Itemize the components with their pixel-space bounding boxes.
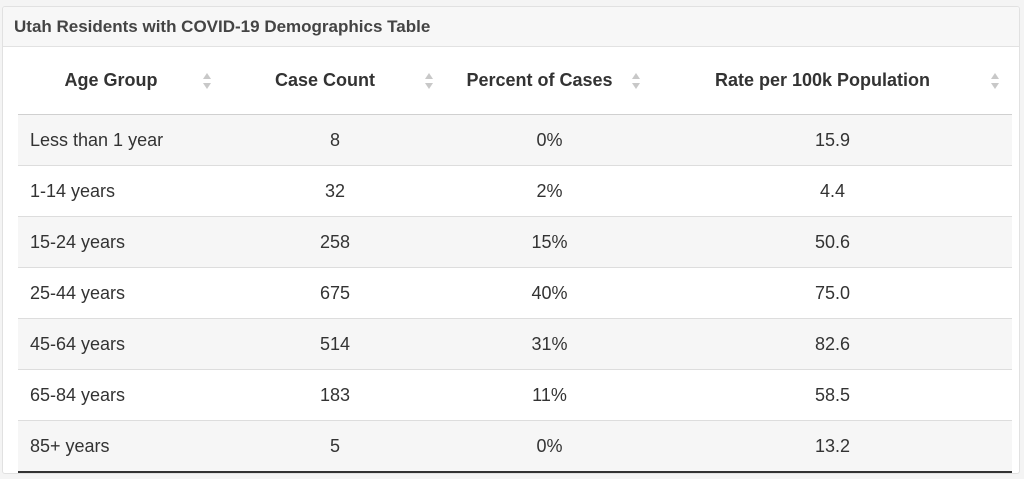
- cell-percent-of-cases: 0%: [446, 420, 653, 473]
- header-row: Age Group Case Count Percent of Cases Ra…: [18, 47, 1012, 115]
- cell-age-group: Less than 1 year: [18, 114, 224, 166]
- cell-rate-per-100k: 4.4: [653, 165, 1012, 217]
- table-row: 65-84 years 183 11% 58.5: [18, 369, 1012, 421]
- column-header-case-count[interactable]: Case Count: [224, 47, 446, 115]
- table-row: 25-44 years 675 40% 75.0: [18, 267, 1012, 319]
- cell-case-count: 514: [224, 318, 446, 370]
- column-header-rate-per-100k[interactable]: Rate per 100k Population: [653, 47, 1012, 115]
- column-header-age-group[interactable]: Age Group: [18, 47, 224, 115]
- cell-percent-of-cases: 0%: [446, 114, 653, 166]
- cell-age-group: 85+ years: [18, 420, 224, 473]
- demographics-panel: Utah Residents with COVID-19 Demographic…: [2, 6, 1020, 474]
- cell-rate-per-100k: 58.5: [653, 369, 1012, 421]
- cell-percent-of-cases: 40%: [446, 267, 653, 319]
- cell-rate-per-100k: 15.9: [653, 114, 1012, 166]
- table-row: Less than 1 year 8 0% 15.9: [18, 114, 1012, 166]
- cell-case-count: 32: [224, 165, 446, 217]
- panel-title: Utah Residents with COVID-19 Demographic…: [3, 7, 1019, 47]
- table-row: 85+ years 5 0% 13.2: [18, 420, 1012, 473]
- cell-case-count: 675: [224, 267, 446, 319]
- cell-case-count: 258: [224, 216, 446, 268]
- column-header-label: Age Group: [64, 70, 158, 90]
- cell-percent-of-cases: 11%: [446, 369, 653, 421]
- cell-rate-per-100k: 75.0: [653, 267, 1012, 319]
- table-container: Age Group Case Count Percent of Cases Ra…: [3, 47, 1019, 473]
- cell-age-group: 45-64 years: [18, 318, 224, 370]
- sort-both-icon[interactable]: [202, 71, 212, 91]
- column-header-label: Percent of Cases: [466, 70, 613, 90]
- cell-percent-of-cases: 15%: [446, 216, 653, 268]
- cell-age-group: 1-14 years: [18, 165, 224, 217]
- cell-percent-of-cases: 31%: [446, 318, 653, 370]
- sort-both-icon[interactable]: [631, 71, 641, 91]
- demographics-table: Age Group Case Count Percent of Cases Ra…: [18, 47, 1012, 473]
- cell-rate-per-100k: 50.6: [653, 216, 1012, 268]
- cell-case-count: 8: [224, 114, 446, 166]
- sort-both-icon[interactable]: [424, 71, 434, 91]
- column-header-label: Case Count: [274, 70, 375, 90]
- cell-age-group: 65-84 years: [18, 369, 224, 421]
- column-header-label: Rate per 100k Population: [714, 70, 931, 90]
- sort-both-icon[interactable]: [990, 71, 1000, 91]
- table-row: 15-24 years 258 15% 50.6: [18, 216, 1012, 268]
- table-row: 45-64 years 514 31% 82.6: [18, 318, 1012, 370]
- cell-age-group: 25-44 years: [18, 267, 224, 319]
- column-header-percent-of-cases[interactable]: Percent of Cases: [446, 47, 653, 115]
- cell-rate-per-100k: 13.2: [653, 420, 1012, 473]
- cell-case-count: 5: [224, 420, 446, 473]
- cell-case-count: 183: [224, 369, 446, 421]
- cell-rate-per-100k: 82.6: [653, 318, 1012, 370]
- cell-age-group: 15-24 years: [18, 216, 224, 268]
- cell-percent-of-cases: 2%: [446, 165, 653, 217]
- table-row: 1-14 years 32 2% 4.4: [18, 165, 1012, 217]
